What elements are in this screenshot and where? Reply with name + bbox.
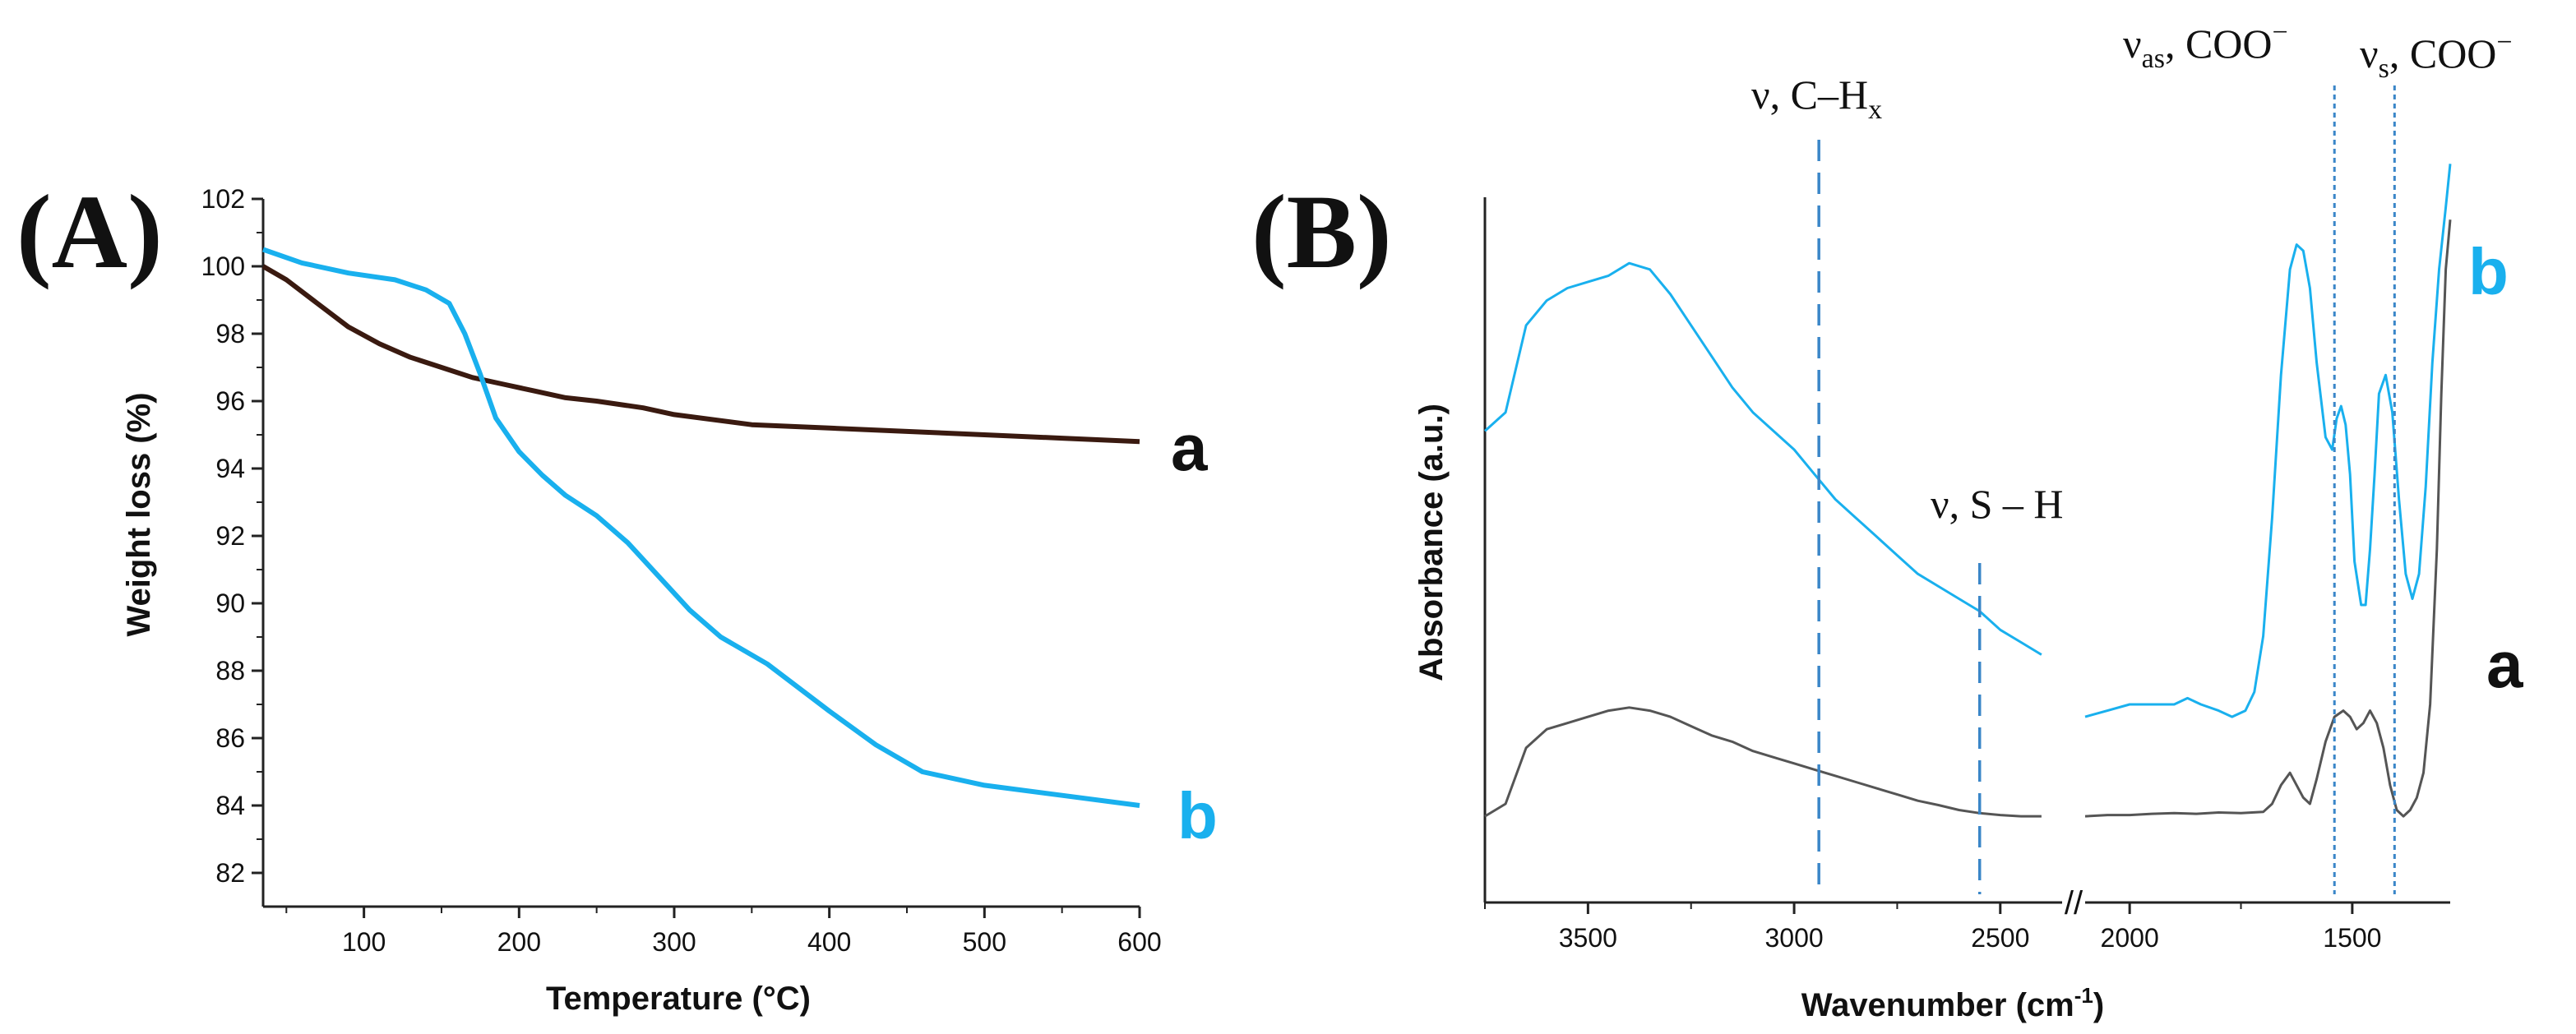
panel-a-x-tick-label: 600 [1117, 927, 1161, 957]
panel-b-x-tick-labels: 3500 3000 2500 2000 1500 [1559, 923, 2382, 953]
panel-b-series-b-segment-1 [1483, 261, 2042, 656]
panel-b-x-tick-label: 1500 [2323, 923, 2381, 953]
panel-a-y-tick-label: 88 [215, 656, 245, 685]
panel-a-series [261, 247, 1140, 808]
panel-a-x-axis-title: Temperature (°C) [546, 981, 811, 1017]
panel-a-series-a-line [261, 264, 1140, 445]
panel-a-x-tick-labels: 100 200 300 400 500 600 [342, 927, 1162, 957]
panel-a-series-b-label: b [1177, 779, 1218, 852]
panel-b: (B) Absorbance (a.u.) Wavenumber (cm-1) … [1251, 17, 2523, 1023]
panel-a-y-tick-label: 100 [201, 252, 245, 281]
panel-b-x-tick-label: 3500 [1559, 923, 1617, 953]
panel-a-y-tick-label: 94 [215, 454, 245, 483]
panel-a-x-tick-label: 300 [652, 927, 696, 957]
panel-a-y-axis-title: Weight loss (%) [121, 392, 157, 636]
panel-a-y-tick-label: 92 [215, 521, 245, 551]
annotation-coo-s: νs, COO− [2360, 27, 2513, 84]
panel-b-series [1483, 164, 2452, 818]
panel-a-y-tick-label: 102 [201, 184, 245, 214]
panel-a-y-tick-label: 96 [215, 386, 245, 416]
panel-a-y-tick-labels: 82 84 86 88 90 92 94 96 98 100 102 [201, 184, 245, 888]
annotation-c-hx: ν, C–Hx [1751, 72, 1882, 125]
panel-a-series-b-line [262, 247, 1140, 808]
panel-a-x-tick-label: 100 [342, 927, 386, 957]
panel-b-series-a-label: a [2486, 628, 2523, 701]
panel-b-label: (B) [1251, 173, 1392, 290]
panel-a-axes [252, 197, 1141, 918]
panel-a-y-tick-label: 82 [215, 858, 245, 888]
panel-b-axis-break: // [2065, 885, 2083, 921]
annotation-s-h: ν, S – H [1931, 481, 2064, 527]
annotation-coo-as: νas, COO− [2123, 17, 2288, 74]
panel-a: (A) Weight loss (%) Temperature (°C) 828… [16, 173, 1218, 1017]
panel-b-series-a-segment-1 [1484, 706, 2042, 818]
panel-a-label: (A) [16, 173, 163, 290]
panel-a-x-tick-label: 500 [963, 927, 1006, 957]
panel-b-axes: // [1483, 197, 2450, 921]
panel-b-x-tick-label: 2000 [2101, 923, 2159, 953]
panel-b-series-b-segment-2 [2084, 164, 2452, 718]
panel-b-y-axis-title: Absorbance (a.u.) [1413, 404, 1450, 681]
panel-b-x-axis-title: Wavenumber (cm-1) [1801, 983, 2104, 1023]
panel-a-x-tick-label: 400 [807, 927, 851, 957]
panel-a-series-a-label: a [1171, 411, 1208, 484]
panel-a-x-tick-label: 200 [497, 927, 541, 957]
panel-b-series-a-segment-2 [2084, 219, 2452, 818]
panel-a-y-tick-label: 86 [215, 723, 245, 753]
panel-b-band-markers [1817, 85, 2396, 894]
panel-b-series-b-label: b [2468, 235, 2509, 308]
panel-a-y-tick-label: 90 [215, 589, 245, 618]
panel-b-x-tick-label: 2500 [1971, 923, 2029, 953]
panel-a-y-tick-label: 84 [215, 791, 245, 820]
panel-a-y-tick-label: 98 [215, 319, 245, 349]
panel-b-x-tick-label: 3000 [1764, 923, 1823, 953]
